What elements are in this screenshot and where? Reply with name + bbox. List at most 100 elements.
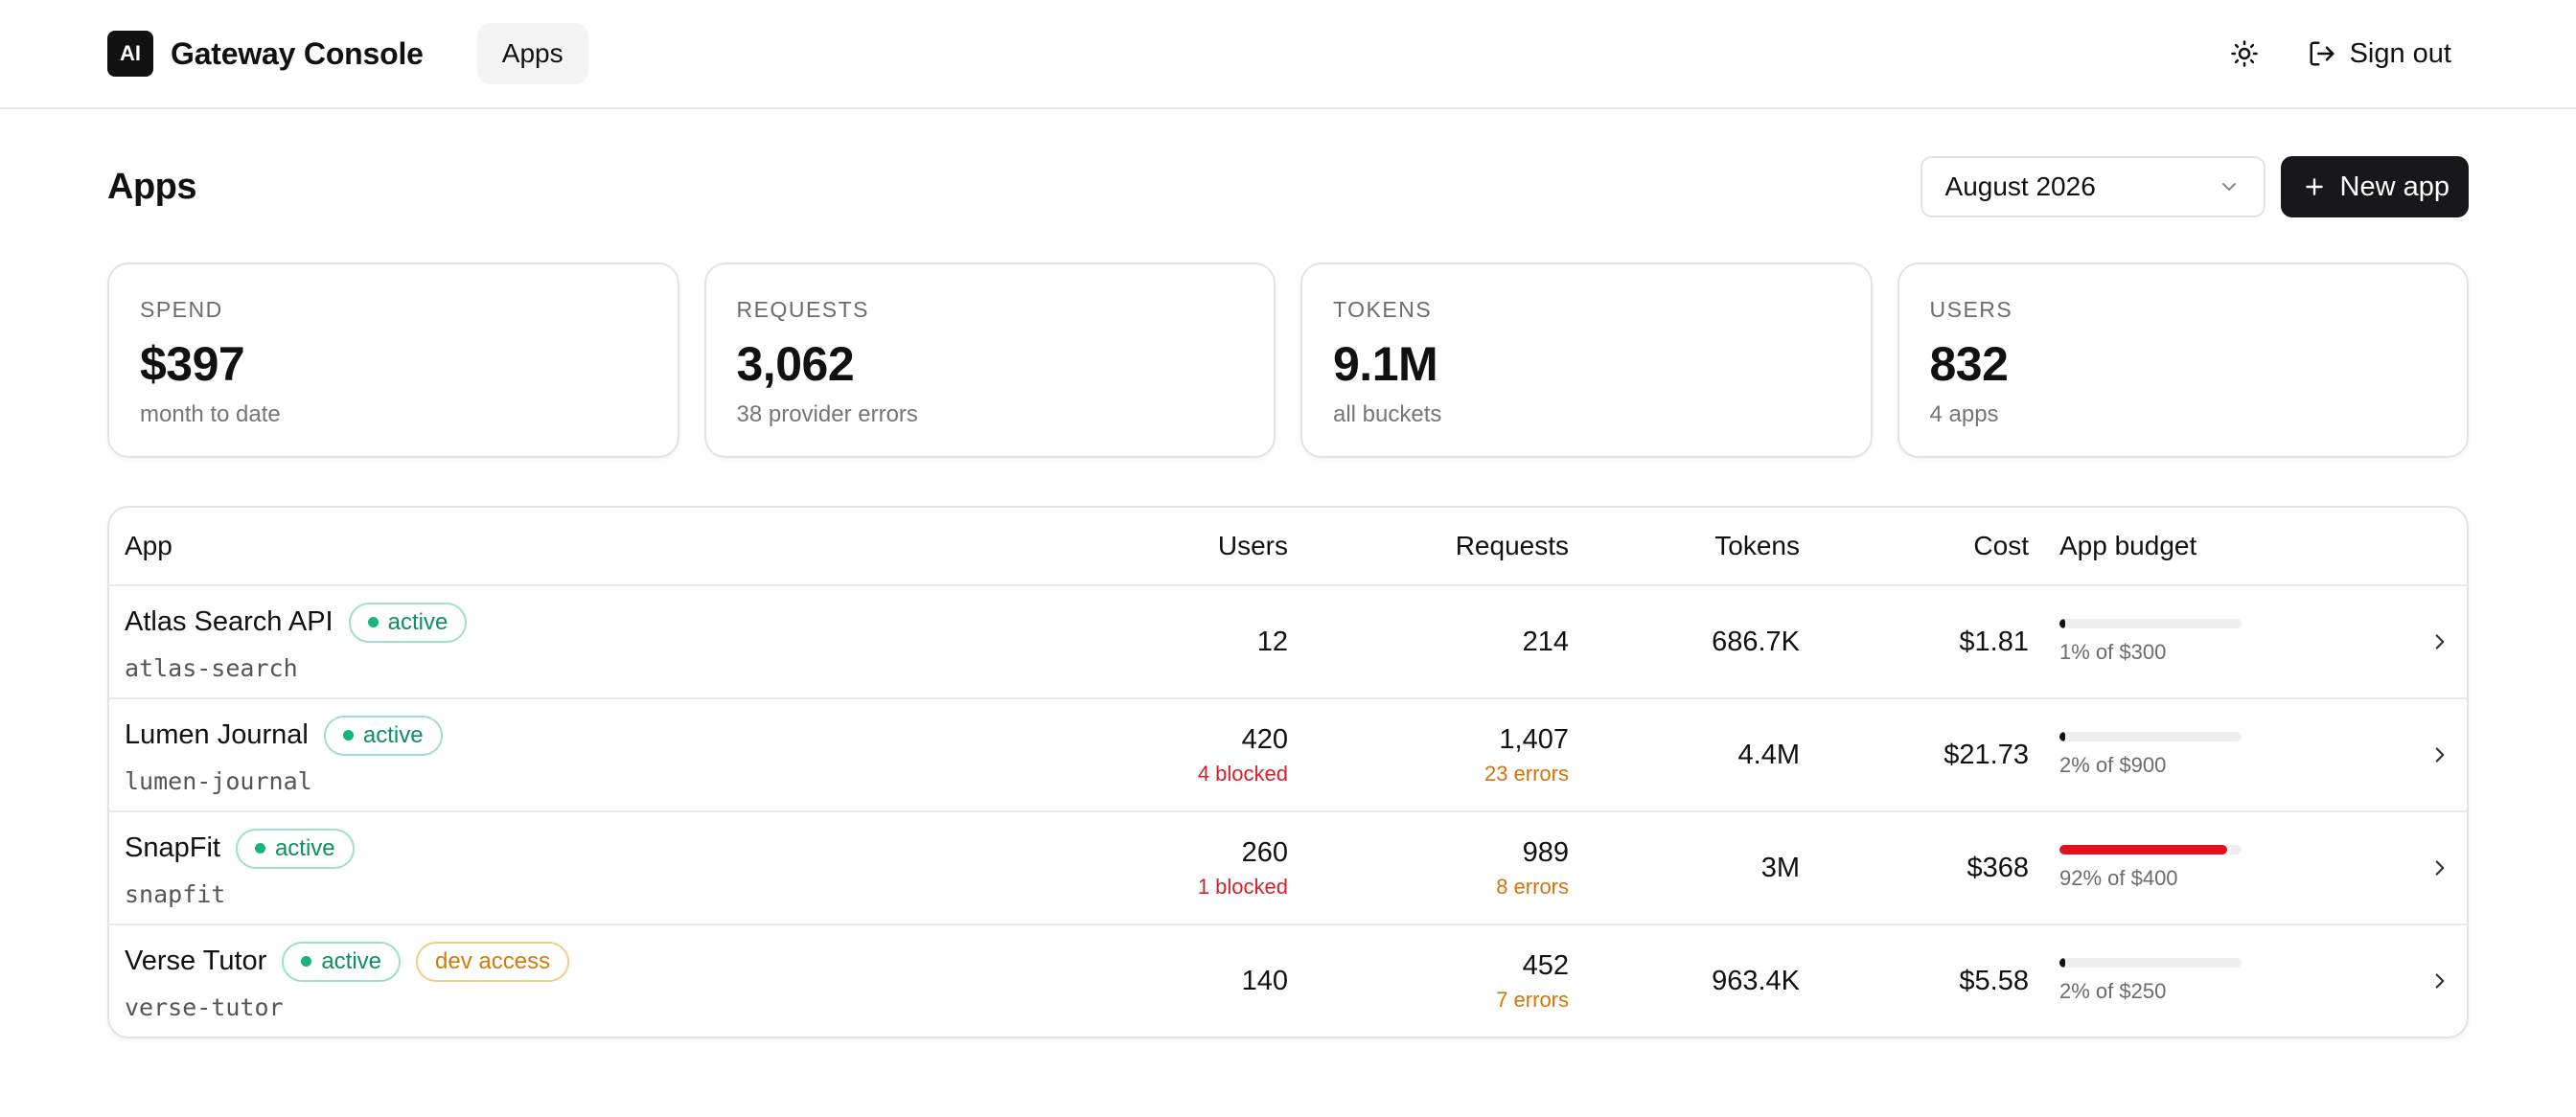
open-app-button[interactable]: [2412, 855, 2467, 880]
new-app-label: New app: [2339, 171, 2450, 202]
column-header-users: Users: [1217, 531, 1288, 560]
month-select[interactable]: August 2026: [1920, 156, 2266, 217]
column-header-cost: Cost: [1973, 531, 2029, 560]
app-slug: snapfit: [125, 879, 226, 908]
requests-errors: 7 errors: [1496, 987, 1569, 1012]
requests-count: 214: [1522, 626, 1569, 657]
budget-bar: [2059, 732, 2242, 741]
sign-out-label: Sign out: [2349, 37, 2451, 69]
budget-bar-fill: [2059, 619, 2065, 628]
stat-value: 832: [1929, 337, 2009, 391]
requests-errors: 23 errors: [1484, 761, 1569, 786]
column-header-requests: Requests: [1455, 531, 1569, 560]
app-slug: verse-tutor: [125, 992, 284, 1021]
chevron-right-icon: [2435, 634, 2444, 650]
budget-text: 2% of $250: [2059, 979, 2167, 1003]
status-badge: active: [348, 602, 468, 643]
budget-text: 2% of $900: [2059, 753, 2167, 777]
cost-value: $5.58: [1959, 965, 2029, 996]
column-header-budget: App budget: [2059, 531, 2197, 560]
users-blocked: 4 blocked: [1197, 761, 1288, 786]
requests-count: 1,407: [1499, 723, 1569, 755]
sun-icon: [2230, 40, 2258, 67]
status-dot-icon: [254, 843, 265, 854]
budget-bar: [2059, 958, 2242, 968]
chevron-right-icon: [2435, 973, 2444, 989]
stat-label: SPEND: [140, 297, 223, 322]
stat-card-users: USERS 832 4 apps: [1897, 262, 2469, 458]
tokens-count: 4.4M: [1737, 739, 1800, 770]
budget-bar-fill: [2059, 845, 2227, 855]
users-count: 420: [1241, 723, 1288, 755]
chevron-down-icon: [2221, 183, 2236, 191]
status-dot-icon: [301, 956, 312, 967]
users-count: 140: [1241, 965, 1288, 996]
month-select-value: August 2026: [1944, 171, 2096, 201]
apps-table: App Users Requests Tokens Cost App budge…: [107, 506, 2469, 1038]
app-slug: atlas-search: [125, 653, 298, 682]
requests-errors: 8 errors: [1496, 874, 1569, 899]
users-count: 260: [1241, 836, 1288, 868]
budget-text: 92% of $400: [2059, 866, 2178, 890]
stat-label: USERS: [1929, 297, 2013, 322]
theme-toggle-button[interactable]: [2218, 27, 2271, 80]
cost-value: $21.73: [1944, 739, 2029, 770]
budget-bar-fill: [2059, 958, 2065, 968]
plus-icon: [2305, 178, 2323, 195]
tokens-count: 963.4K: [1712, 965, 1800, 996]
column-header-tokens: Tokens: [1714, 531, 1800, 560]
cost-value: $368: [1966, 852, 2029, 883]
stat-label: TOKENS: [1333, 297, 1433, 322]
sign-out-icon: [2310, 41, 2334, 66]
users-blocked: 1 blocked: [1197, 874, 1288, 899]
table-header-row: App Users Requests Tokens Cost App budge…: [109, 508, 2467, 584]
users-count: 12: [1256, 626, 1288, 657]
page-title: Apps: [107, 166, 197, 207]
open-app-button[interactable]: [2412, 629, 2467, 654]
stat-value: 3,062: [736, 337, 855, 391]
budget-bar: [2059, 845, 2242, 855]
tokens-count: 3M: [1760, 852, 1800, 883]
stat-sub: month to date: [140, 401, 281, 427]
stat-value: $397: [140, 337, 245, 391]
brand-name: Gateway Console: [171, 35, 424, 71]
new-app-button[interactable]: New app: [2280, 156, 2469, 217]
status-dot-icon: [367, 617, 379, 627]
status-badge: active: [282, 941, 402, 982]
logo: AI: [107, 31, 153, 77]
stat-sub: all buckets: [1333, 401, 1442, 427]
app-name: Verse Tutor: [125, 946, 267, 976]
tokens-count: 686.7K: [1712, 626, 1800, 657]
top-bar: AI Gateway Console Apps Sign out: [0, 0, 2576, 109]
brand[interactable]: AI Gateway Console: [107, 31, 424, 77]
app-name: Atlas Search API: [125, 606, 334, 637]
stat-label: REQUESTS: [736, 297, 870, 322]
table-row[interactable]: SnapFit active snapfit 260 1 blocked 989…: [109, 810, 2467, 923]
stat-value: 9.1M: [1333, 337, 1438, 391]
open-app-button[interactable]: [2412, 969, 2467, 993]
nav-apps-tab[interactable]: Apps: [476, 23, 588, 84]
stat-card-requests: REQUESTS 3,062 38 provider errors: [703, 262, 1276, 458]
requests-count: 452: [1522, 949, 1569, 981]
table-row[interactable]: Lumen Journal active lumen-journal 420 4…: [109, 697, 2467, 810]
sign-out-button[interactable]: Sign out: [2308, 38, 2451, 70]
open-app-button[interactable]: [2412, 742, 2467, 767]
status-dot-icon: [342, 730, 354, 741]
stat-sub: 38 provider errors: [736, 401, 918, 427]
app-slug: lumen-journal: [125, 766, 312, 795]
chevron-right-icon: [2435, 747, 2444, 763]
cost-value: $1.81: [1959, 626, 2029, 657]
app-name: SnapFit: [125, 832, 220, 863]
budget-bar: [2059, 619, 2242, 628]
stat-card-tokens: TOKENS 9.1M all buckets: [1300, 262, 1873, 458]
status-badge: active: [323, 715, 443, 756]
stat-sub: 4 apps: [1929, 401, 1999, 427]
table-row[interactable]: Verse Tutor active dev access verse-tuto…: [109, 923, 2467, 1037]
column-header-app: App: [125, 531, 172, 560]
budget-bar-fill: [2059, 732, 2065, 741]
stat-card-spend: SPEND $397 month to date: [107, 262, 679, 458]
chevron-right-icon: [2435, 860, 2444, 876]
app-name: Lumen Journal: [125, 719, 309, 750]
requests-count: 989: [1522, 836, 1569, 868]
table-row[interactable]: Atlas Search API active atlas-search 12 …: [109, 584, 2467, 697]
